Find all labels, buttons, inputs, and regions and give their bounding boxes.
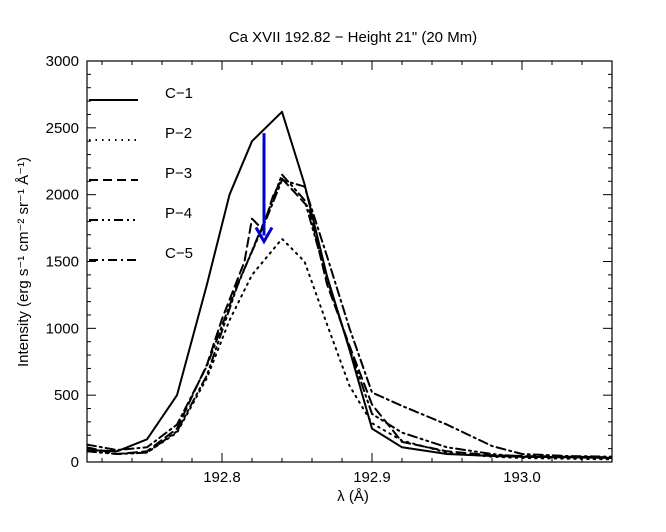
y-axis-label: Intensity (erg s⁻¹ cm⁻² sr⁻¹ Å⁻¹) bbox=[15, 157, 32, 367]
legend: C−1 P−2 P−3 P−4 C−5 bbox=[89, 85, 193, 262]
series-line-C−1 bbox=[87, 110, 612, 459]
legend-label: C−1 bbox=[165, 85, 193, 102]
x-axis-label: λ (Å) bbox=[337, 488, 369, 505]
y-tick-label: 3000 bbox=[46, 53, 79, 70]
axes: 192.8 192.9 193.0 0 500 1000 1500 2000 2500 3000 bbox=[46, 53, 613, 486]
y-tick-label: 1500 bbox=[46, 254, 79, 271]
arrow-head bbox=[254, 226, 274, 245]
x-tick-label: 193.0 bbox=[503, 469, 541, 486]
y-tick-label: 1000 bbox=[46, 320, 79, 337]
y-tick-label: 0 bbox=[71, 454, 79, 471]
chart-title: Ca XVII 192.82 − Height 21" (20 Mm) bbox=[229, 29, 477, 46]
series-layer bbox=[87, 110, 612, 461]
legend-label: C−5 bbox=[165, 245, 193, 262]
legend-label: P−3 bbox=[165, 165, 192, 182]
x-tick-label: 192.8 bbox=[203, 469, 241, 486]
legend-label: P−4 bbox=[165, 205, 192, 222]
y-tick-label: 500 bbox=[54, 387, 79, 404]
y-tick-label: 2500 bbox=[46, 120, 79, 137]
series-line-C−5 bbox=[87, 179, 612, 458]
series-line-P−3 bbox=[87, 177, 612, 459]
x-tick-label: 192.9 bbox=[353, 469, 391, 486]
series-line-P−4 bbox=[87, 173, 612, 459]
annotation-layer bbox=[254, 133, 274, 245]
legend-label: P−2 bbox=[165, 125, 192, 142]
y-tick-label: 2000 bbox=[46, 187, 79, 204]
